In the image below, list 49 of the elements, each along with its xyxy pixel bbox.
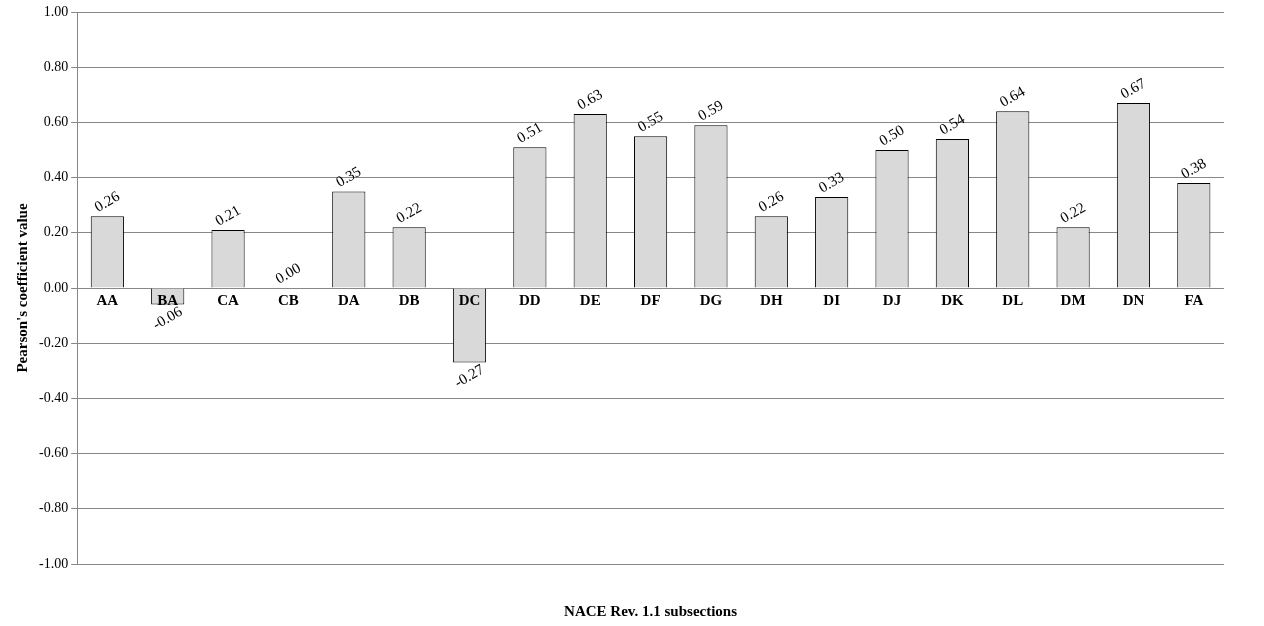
x-tick-label: DF bbox=[640, 292, 661, 309]
x-tick-label: DK bbox=[941, 292, 964, 309]
data-label: 0.63 bbox=[574, 85, 606, 113]
data-label: 0.00 bbox=[272, 259, 304, 287]
y-tick-label: 1.00 bbox=[43, 3, 69, 19]
data-label: 0.50 bbox=[876, 121, 907, 149]
x-tick-label: DN bbox=[1122, 292, 1145, 309]
y-axis-title: Pearson's coefficient value bbox=[13, 203, 30, 373]
data-label: 0.54 bbox=[936, 110, 968, 138]
y-tick-label: 0.60 bbox=[43, 114, 69, 130]
data-label: 0.67 bbox=[1117, 74, 1149, 102]
data-label: 0.26 bbox=[755, 187, 787, 215]
x-tick-label: FA bbox=[1184, 292, 1204, 309]
x-tick-label: DH bbox=[760, 292, 783, 309]
x-tick-label: DI bbox=[823, 292, 841, 309]
data-label: 0.22 bbox=[393, 198, 424, 226]
data-label: 0.38 bbox=[1177, 154, 1209, 182]
x-tick-label: DJ bbox=[882, 292, 902, 309]
x-axis-title: NACE Rev. 1.1 subsections bbox=[564, 602, 738, 619]
x-tick-label: DD bbox=[519, 292, 541, 309]
x-tick-label: DL bbox=[1002, 292, 1024, 309]
data-label: -0.27 bbox=[451, 360, 487, 391]
data-label: 0.35 bbox=[332, 162, 364, 190]
x-tick-label: DG bbox=[699, 292, 723, 309]
y-tick-label: -1.00 bbox=[38, 555, 69, 571]
x-tick-label: DE bbox=[579, 292, 601, 309]
y-tick-label: -0.60 bbox=[38, 445, 69, 461]
x-tick-label: AA bbox=[96, 292, 119, 309]
x-tick-label: DB bbox=[398, 292, 420, 309]
x-tick-label: CB bbox=[278, 292, 299, 309]
data-label: 0.64 bbox=[996, 82, 1028, 110]
x-tick-label: DA bbox=[337, 292, 360, 309]
data-label: 0.59 bbox=[695, 96, 726, 124]
x-tick-label: DC bbox=[458, 292, 481, 309]
data-label: 0.21 bbox=[212, 201, 243, 229]
x-tick-label: DM bbox=[1060, 292, 1086, 309]
data-label: 0.33 bbox=[815, 168, 847, 196]
data-label: 0.26 bbox=[91, 187, 123, 215]
y-tick-label: 0.80 bbox=[43, 58, 69, 74]
y-tick-label: 0.00 bbox=[43, 279, 69, 295]
y-tick-label: -0.80 bbox=[38, 500, 69, 516]
y-tick-label: -0.20 bbox=[38, 334, 69, 350]
x-tick-label: CA bbox=[217, 292, 240, 309]
y-tick-label: -0.40 bbox=[38, 390, 69, 406]
data-label: 0.51 bbox=[513, 118, 545, 146]
y-tick-label: 0.40 bbox=[43, 169, 69, 185]
data-label: 0.55 bbox=[634, 107, 666, 135]
data-label: 0.22 bbox=[1057, 198, 1088, 226]
y-tick-label: 0.20 bbox=[43, 224, 69, 240]
